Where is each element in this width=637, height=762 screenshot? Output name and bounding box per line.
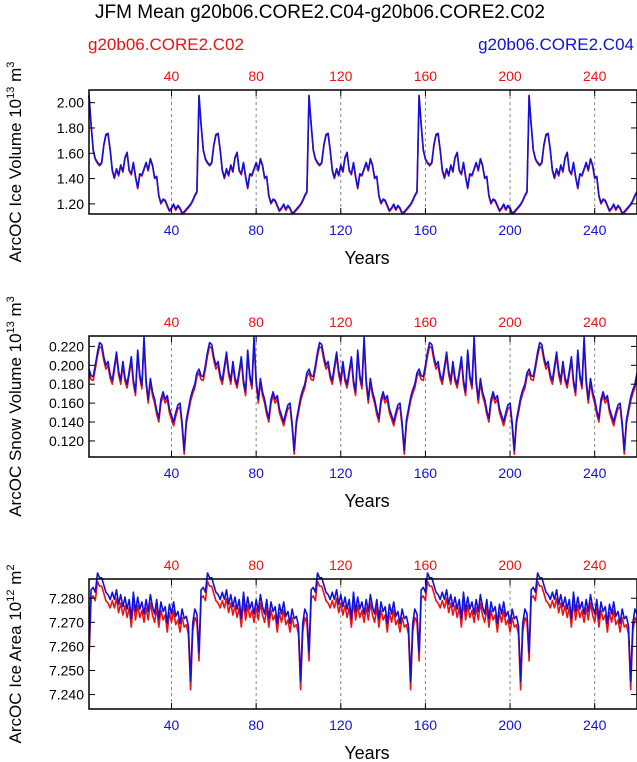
ice-area-top-tick-label: 120: [329, 557, 353, 573]
ice-volume-y-tick-label: 1.60: [57, 145, 84, 161]
snow-volume-y-tick-label: 0.200: [49, 357, 84, 373]
ice-volume-top-tick-label: 240: [583, 68, 607, 84]
figure-title: JFM Mean g20b06.CORE2.C04-g20b06.CORE2.C…: [95, 2, 545, 23]
snow-volume-series-c04-line: [88, 336, 637, 452]
ice-area-top-tick-label: 240: [583, 557, 607, 573]
snow-volume-top-tick-label: 160: [414, 314, 438, 330]
ice-area-y-tick-label: 7.250: [49, 662, 84, 678]
ice-volume-x-axis-label: Years: [344, 248, 389, 268]
snow-volume-plot-frame: [88, 335, 637, 458]
snow-volume-bottom-tick-label: 120: [329, 465, 353, 481]
ice-volume-top-tick-label: 80: [248, 68, 264, 84]
ice-volume-top-tick-label: 160: [414, 68, 438, 84]
snow-volume-bottom-tick-label: 240: [583, 465, 607, 481]
snow-volume-top-tick-label: 40: [164, 314, 180, 330]
snow-volume-bottom-tick-label: 160: [414, 465, 438, 481]
panel-snow-volume: 40 80 120 160 200 240 40 80 120 160 200 240 0.120 0.1…: [5, 296, 637, 517]
ice-area-bottom-tick-label: 80: [248, 717, 264, 733]
ice-area-x-axis-label: Years: [344, 743, 389, 762]
ice-volume-bottom-tick-label: 200: [498, 222, 522, 238]
ice-volume-bottom-tick-label: 240: [583, 222, 607, 238]
panel-ice-area: 40 80 120 160 200 240 40 80 120 160 200 240 7.240 7.2…: [5, 557, 637, 762]
snow-volume-bottom-tick-label: 40: [164, 465, 180, 481]
ice-area-bottom-tick-label: 40: [164, 717, 180, 733]
ice-volume-top-tick-label: 40: [164, 68, 180, 84]
ice-volume-series-c02-line: [88, 95, 637, 215]
ice-area-y-tick-label: 7.240: [49, 687, 84, 703]
snow-volume-y-axis-label: ArcOC Snow Volume 1013 m3: [5, 296, 25, 517]
panel-ice-volume: 40 80 120 160 200 240 40 80 120 160 200 240 1.20 1.40…: [5, 62, 637, 268]
ice-area-top-tick-label: 160: [414, 557, 438, 573]
snow-volume-y-tick-label: 0.160: [49, 395, 84, 411]
ice-area-top-tick-label: 40: [164, 557, 180, 573]
ice-area-y-tick-label: 7.280: [49, 590, 84, 606]
ice-area-bottom-tick-label: 200: [498, 717, 522, 733]
snow-volume-y-tick-label: 0.120: [49, 433, 84, 449]
snow-volume-bottom-tick-label: 80: [248, 465, 264, 481]
snow-volume-top-tick-label: 240: [583, 314, 607, 330]
legend-c04-label: g20b06.CORE2.C04: [478, 35, 634, 54]
ice-volume-plot-frame: [88, 89, 637, 215]
ice-area-y-axis-label: ArcOC Ice Area 1012 m2: [5, 565, 25, 744]
ice-volume-bottom-tick-label: 160: [414, 222, 438, 238]
snow-volume-top-tick-label: 200: [498, 314, 522, 330]
ice-volume-y-tick-label: 1.80: [57, 120, 84, 136]
ice-volume-top-tick-label: 120: [329, 68, 353, 84]
ice-area-y-tick-label: 7.260: [49, 638, 84, 654]
ice-area-bottom-tick-label: 240: [583, 717, 607, 733]
ice-area-series-c04-line: [88, 572, 637, 683]
ice-volume-y-tick-label: 1.40: [57, 171, 84, 187]
ice-volume-bottom-tick-label: 40: [164, 222, 180, 238]
ice-area-top-tick-label: 200: [498, 557, 522, 573]
ice-area-y-tick-label: 7.270: [49, 614, 84, 630]
ice-volume-y-tick-label: 1.20: [57, 196, 84, 212]
ice-area-plot-frame: [88, 578, 637, 710]
ice-area-top-tick-label: 80: [248, 557, 264, 573]
snow-volume-x-axis-label: Years: [344, 491, 389, 511]
ice-area-series-c02-line: [88, 580, 637, 691]
ice-volume-bottom-tick-label: 80: [248, 222, 264, 238]
ice-volume-bottom-tick-label: 120: [329, 222, 353, 238]
snow-volume-y-tick-label: 0.140: [49, 414, 84, 430]
snow-volume-y-tick-label: 0.220: [49, 338, 84, 354]
ice-volume-series-c04-line: [88, 94, 637, 214]
snow-volume-y-tick-label: 0.180: [49, 376, 84, 392]
ice-volume-y-axis-label: ArcOC Ice Volume 1013 m3: [5, 62, 25, 263]
snow-volume-bottom-tick-label: 200: [498, 465, 522, 481]
ice-volume-y-tick-label: 2.00: [57, 95, 84, 111]
snow-volume-top-tick-label: 120: [329, 314, 353, 330]
ice-volume-top-tick-label: 200: [498, 68, 522, 84]
ice-area-bottom-tick-label: 160: [414, 717, 438, 733]
legend-c02-label: g20b06.CORE2.C02: [88, 35, 244, 54]
ice-area-bottom-tick-label: 120: [329, 717, 353, 733]
snow-volume-top-tick-label: 80: [248, 314, 264, 330]
